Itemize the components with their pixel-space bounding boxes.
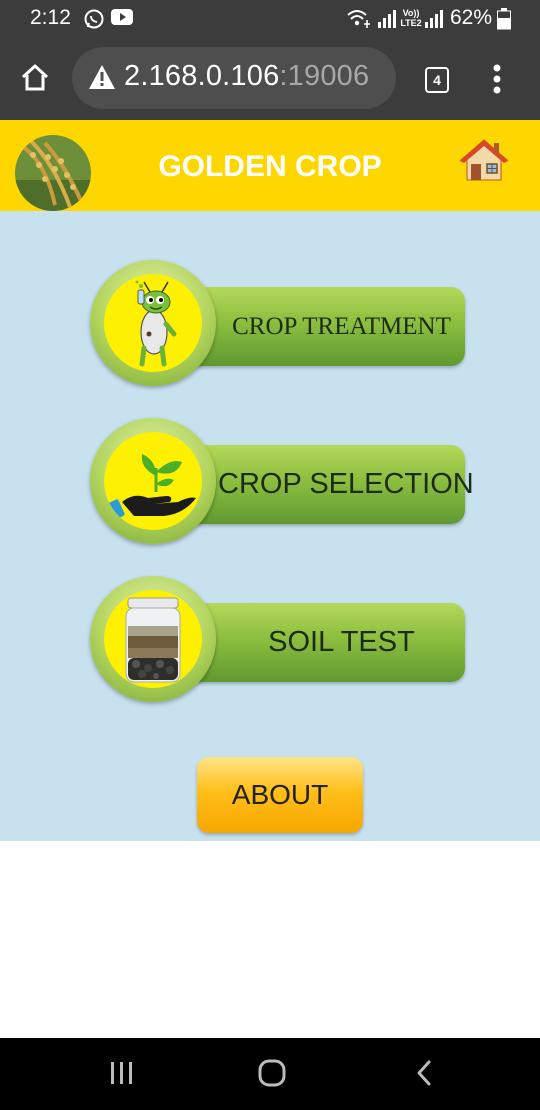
crop-treatment-icon-frame [90,260,216,386]
signal-icon-2 [425,10,443,28]
hand-with-plant-icon [109,454,196,519]
browser-toolbar: 2.168.0.106:19006 4 [0,38,540,120]
more-options-icon[interactable] [492,63,502,95]
url-host: 2.168.0.106 [124,60,280,92]
ant-scientist-icon [135,280,177,367]
crop-treatment-bar[interactable] [180,287,465,366]
wifi-icon [347,10,370,28]
address-bar[interactable]: 2.168.0.106:19006 [72,47,396,109]
about-label: ABOUT [231,779,329,810]
soil-test-bar[interactable] [180,603,465,682]
battery-percent: 62% [449,6,492,29]
main-content: CROP TREATMENT CRO [0,211,540,841]
navigation-bar [0,1038,540,1110]
crop-treatment-button[interactable]: CROP TREATMENT [90,260,465,390]
crop-selection-label: CROP SELECTION [218,468,474,500]
soil-jar-icon [125,597,181,683]
status-bar: 2:12 Vo)) LTE2 62% [0,0,540,38]
home-icon[interactable] [459,138,509,182]
soil-test-label: SOIL TEST [268,626,415,658]
app-header: GOLDEN CROP [0,120,540,211]
about-button[interactable]: ABOUT [197,757,363,833]
youtube-icon [111,9,133,25]
whatsapp-icon [84,9,104,29]
soil-test-icon-frame [90,576,216,702]
back-icon[interactable] [412,1058,436,1088]
recent-apps-icon[interactable] [108,1058,136,1088]
home-button[interactable] [20,62,50,92]
soil-test-button[interactable]: SOIL TEST [90,576,465,706]
network-type-label: Vo)) LTE2 [400,8,422,28]
status-time: 2:12 [30,6,71,29]
crop-selection-bar[interactable] [180,445,465,524]
crop-selection-button[interactable]: CROP SELECTION [90,418,474,548]
tab-switcher-button[interactable]: 4 [425,67,449,93]
golden-crop-logo [15,135,91,211]
home-nav-icon[interactable] [256,1058,288,1088]
url-port: :19006 [279,60,370,92]
battery-icon [497,8,511,30]
app-title: GOLDEN CROP [158,150,382,183]
crop-selection-icon-frame [90,418,216,544]
warning-icon[interactable] [88,64,116,90]
crop-treatment-label: CROP TREATMENT [232,313,451,340]
signal-icon [378,10,396,28]
url-text[interactable]: 2.168.0.106:19006 [124,60,369,93]
